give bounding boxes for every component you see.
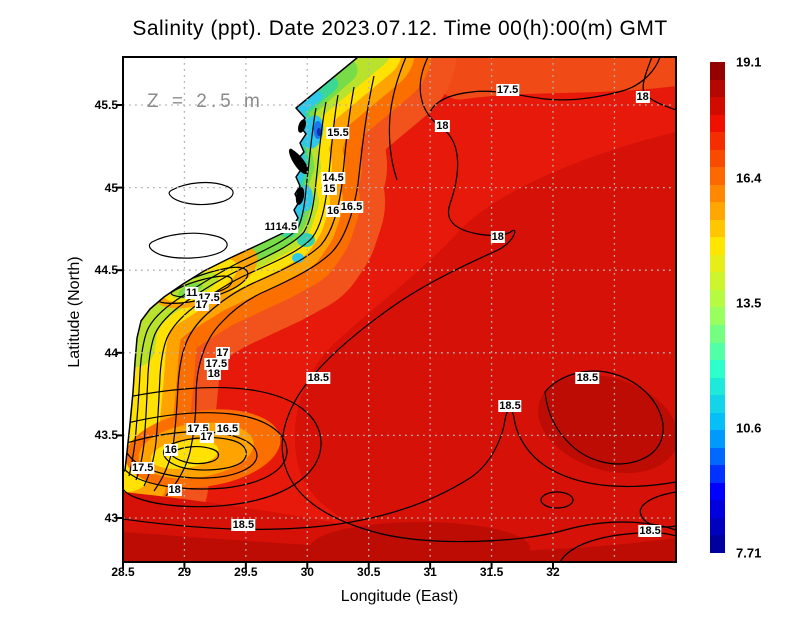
gridlines bbox=[123, 57, 676, 562]
x-tick-label: 31 bbox=[423, 565, 437, 579]
colorbar-segment bbox=[710, 447, 725, 466]
colorbar-segment bbox=[710, 535, 725, 553]
y-tick-label: 43 bbox=[104, 511, 118, 525]
contour-label: 14.5 bbox=[321, 171, 345, 184]
contour-label: 16 bbox=[163, 444, 179, 457]
contour-label: 16 bbox=[325, 204, 341, 217]
contour-label: 16.5 bbox=[339, 201, 364, 214]
map-raster bbox=[123, 57, 676, 562]
contour-label: 17.5 bbox=[204, 358, 229, 371]
contour-label: 18 bbox=[635, 90, 650, 103]
colorbar-segment bbox=[710, 62, 725, 80]
colorbar bbox=[710, 62, 725, 553]
colorbar-segment bbox=[710, 79, 725, 98]
contour-label: 17 bbox=[199, 431, 214, 444]
y-tick-label: 43.5 bbox=[94, 428, 118, 443]
y-tick-label: 44.5 bbox=[94, 263, 118, 278]
x-tick-label: 31.5 bbox=[479, 565, 504, 579]
y-tick-label: 45 bbox=[104, 180, 118, 195]
colorbar-label: 16.4 bbox=[736, 170, 762, 186]
x-tick-label: 29.5 bbox=[234, 565, 258, 579]
depth-annotation: Z = 2.5 m bbox=[147, 91, 264, 112]
x-tick-label: 30.5 bbox=[357, 565, 381, 579]
contour-label: 17.5 bbox=[495, 84, 520, 97]
contour-label: 18 bbox=[490, 231, 505, 244]
colorbar-segment bbox=[710, 149, 725, 168]
colorbar-label: 19.1 bbox=[736, 54, 762, 70]
contour-label: 16.5 bbox=[215, 422, 240, 435]
axis-ticks bbox=[116, 104, 554, 569]
colorbar-label: 7.71 bbox=[736, 545, 762, 561]
contour-label: 11 bbox=[263, 221, 278, 234]
plot-frame bbox=[122, 56, 677, 563]
colorbar-segment bbox=[710, 219, 725, 238]
colorbar-segment bbox=[710, 254, 725, 273]
x-tick-label: 29 bbox=[177, 565, 192, 579]
contour-label: 15.5 bbox=[326, 127, 350, 140]
colorbar-segment bbox=[710, 324, 725, 343]
contour-label: 17 bbox=[194, 298, 209, 311]
y-tick-label: 44 bbox=[104, 345, 118, 360]
colorbar-segment bbox=[710, 237, 725, 255]
colorbar-segment bbox=[710, 482, 725, 501]
colorbar-segment bbox=[710, 97, 725, 115]
contour-label: 15 bbox=[322, 183, 337, 196]
colorbar-segment bbox=[710, 430, 725, 448]
colorbar-segment bbox=[710, 500, 725, 518]
colorbar-segment bbox=[710, 412, 725, 431]
contour-label: 18.5 bbox=[575, 371, 600, 384]
delta-mouth-marks bbox=[289, 119, 309, 205]
contour-label: 18 bbox=[167, 483, 182, 496]
colorbar-segment bbox=[710, 465, 725, 483]
y-tick-label: 45.5 bbox=[94, 98, 118, 112]
plot-title: Salinity (ppt). Date 2023.07.12. Time 00… bbox=[132, 17, 668, 40]
colorbar-segment bbox=[710, 342, 725, 361]
colorbar-segment bbox=[710, 132, 725, 150]
colorbar-label: 13.5 bbox=[736, 295, 762, 311]
contour-label: 18.5 bbox=[306, 371, 331, 384]
contour-label: 17.5 bbox=[130, 462, 155, 475]
colorbar-segment bbox=[710, 360, 725, 378]
colorbar-segment bbox=[710, 167, 725, 185]
colorbar-segment bbox=[710, 184, 725, 203]
colorbar-segment bbox=[710, 114, 725, 133]
contour-label: 18 bbox=[206, 368, 222, 381]
colorbar-segment bbox=[710, 289, 725, 308]
x-tick-label: 28.5 bbox=[111, 565, 135, 579]
colorbar-label: 10.6 bbox=[736, 420, 762, 436]
x-tick-label: 30 bbox=[300, 565, 314, 579]
contour-label: 18 bbox=[435, 120, 450, 133]
contour-label: 17 bbox=[215, 346, 230, 359]
contour-label: 14.5 bbox=[274, 221, 299, 234]
lagoon-outlines bbox=[148, 181, 234, 259]
colorbar-segment bbox=[710, 377, 725, 396]
contour-label: 18.5 bbox=[498, 399, 522, 412]
x-tick-label: 32 bbox=[546, 565, 560, 579]
contour-label: 18.5 bbox=[638, 525, 662, 538]
colorbar-segment bbox=[710, 307, 725, 325]
contour-label: 11 bbox=[184, 287, 199, 300]
colorbar-segment bbox=[710, 517, 725, 536]
colorbar-segment bbox=[710, 272, 725, 290]
x-axis-label: Longitude (East) bbox=[340, 588, 459, 605]
contour-label: 18.5 bbox=[231, 518, 256, 531]
colorbar-segment bbox=[710, 395, 725, 413]
colorbar-segment bbox=[710, 202, 725, 220]
